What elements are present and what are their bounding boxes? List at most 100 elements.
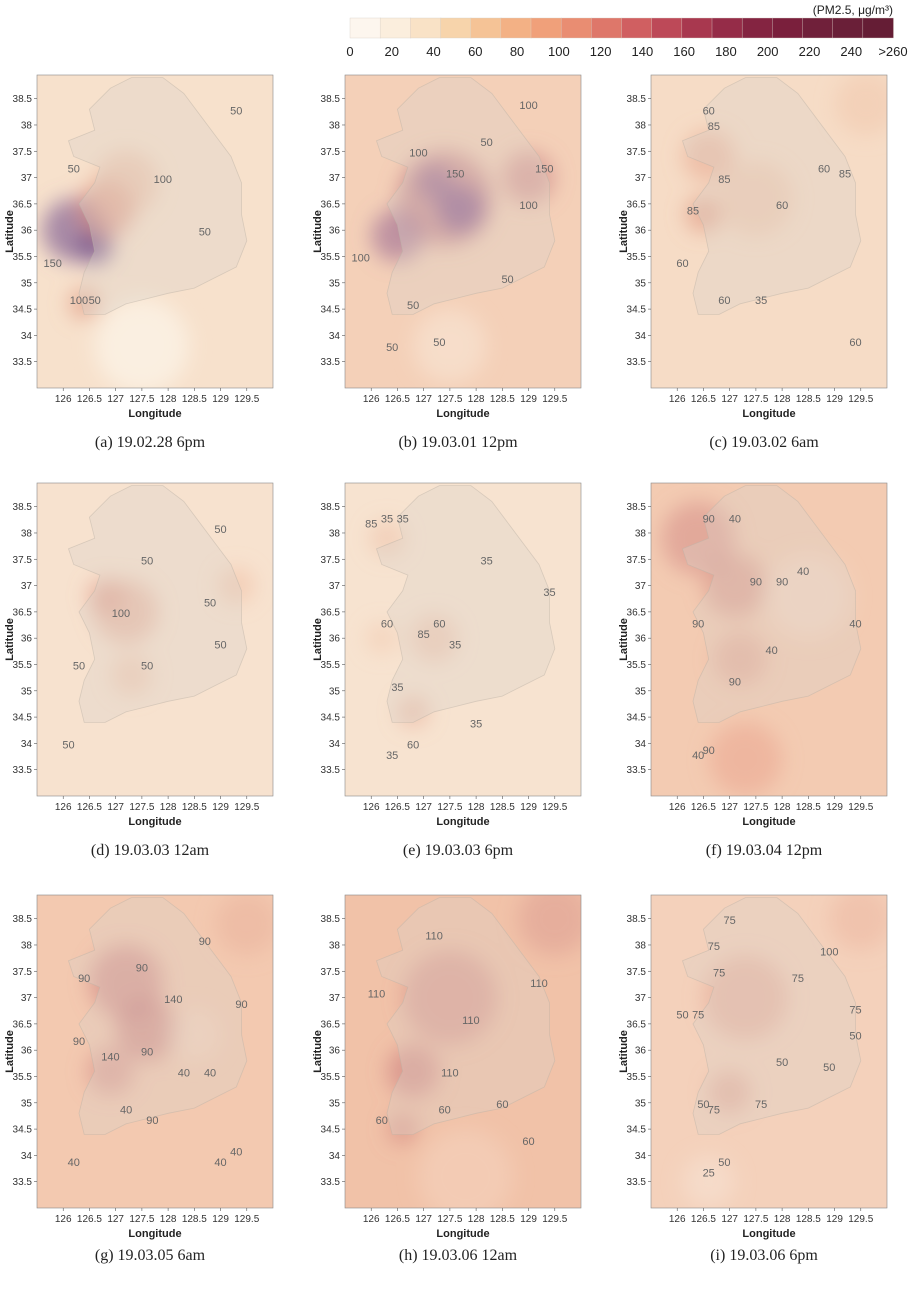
x-tick-label: 127 <box>721 802 738 813</box>
pollution-hotspot <box>168 1008 221 1061</box>
contour-label: 75 <box>849 1004 861 1016</box>
pollution-hotspot <box>682 130 735 183</box>
contour-label: 75 <box>713 968 725 980</box>
contour-label: 60 <box>381 619 393 631</box>
y-tick-label: 35.5 <box>627 1072 647 1083</box>
legend-tick-label: 220 <box>799 44 821 59</box>
contour-label: 50 <box>214 524 226 536</box>
y-tick-label: 37.5 <box>13 967 33 978</box>
contour-label: 60 <box>849 337 861 349</box>
y-tick-label: 33.5 <box>321 1177 341 1188</box>
y-tick-label: 37.5 <box>321 967 341 978</box>
x-tick-label: 127.5 <box>743 1214 768 1225</box>
map-frame <box>650 74 888 389</box>
x-axis-title: Longitude <box>436 1228 489 1240</box>
legend-tick-label: >260 <box>878 44 907 59</box>
x-tick-label: 129.5 <box>234 802 259 813</box>
x-tick-label: 128.5 <box>182 1214 207 1225</box>
x-tick-label: 129 <box>212 802 229 813</box>
contour-label: 35 <box>381 513 393 525</box>
map-panel-e: 85 35 35 35 35 60 60 85 35 35 35 60 35 126 126.5 127 127… <box>308 478 608 883</box>
y-axis-title: Latitude <box>312 210 324 253</box>
contour-label: 35 <box>543 587 555 599</box>
y-tick-label: 34.5 <box>13 713 33 724</box>
y-tick-label: 37.5 <box>13 147 33 158</box>
y-tick-label: 38 <box>635 528 647 539</box>
x-tick-label: 126 <box>55 1214 72 1225</box>
y-axis-title: Latitude <box>618 618 630 661</box>
legend-swatch <box>560 17 593 39</box>
y-tick-label: 37 <box>21 581 33 592</box>
x-tick-label: 127 <box>107 802 124 813</box>
y-tick-label: 36.5 <box>321 607 341 618</box>
x-tick-label: 126.5 <box>77 1214 102 1225</box>
x-tick-label: 126 <box>55 802 72 813</box>
x-tick-label: 129.5 <box>234 1214 259 1225</box>
x-tick-label: 129.5 <box>542 394 567 405</box>
y-tick-label: 34.5 <box>13 1125 33 1136</box>
x-axis-title: Longitude <box>742 1228 795 1240</box>
x-tick-label: 128 <box>160 802 177 813</box>
legend-swatch <box>772 17 804 39</box>
contour-label: 110 <box>368 989 386 1001</box>
pollution-hotspot <box>368 519 406 557</box>
x-tick-label: 126.5 <box>385 394 410 405</box>
x-tick-label: 127 <box>107 394 124 405</box>
y-tick-label: 35.5 <box>627 252 647 263</box>
pollution-hotspot <box>94 298 190 388</box>
contour-label: 90 <box>141 1046 153 1058</box>
x-tick-label: 127.5 <box>743 802 768 813</box>
y-tick-label: 33.5 <box>627 357 647 368</box>
map-svg: 90 90 90 140 90 90 140 90 40 40 40 90 40 40 40 126 126.5… <box>4 894 274 1240</box>
contour-label: 75 <box>792 973 804 985</box>
contour-label: 85 <box>687 205 699 217</box>
contour-label: 50 <box>73 661 85 673</box>
contour-label: 60 <box>818 163 830 175</box>
pollution-hotspot <box>708 1071 751 1114</box>
x-tick-label: 128.5 <box>182 394 207 405</box>
pollution-hotspot <box>436 185 484 233</box>
x-axis-title: Longitude <box>742 408 795 420</box>
y-tick-label: 34.5 <box>627 305 647 316</box>
y-tick-label: 34 <box>21 331 33 342</box>
x-tick-label: 127.5 <box>437 1214 462 1225</box>
caption-b: (b) 19.03.01 12pm <box>398 434 518 451</box>
y-tick-label: 36.5 <box>627 199 647 210</box>
legend-tick-label: 200 <box>757 44 779 59</box>
contour-label: 85 <box>708 121 720 133</box>
contour-label: 60 <box>376 1115 388 1127</box>
x-tick-label: 129 <box>826 802 843 813</box>
legend-swatch <box>500 17 532 39</box>
contour-label: 75 <box>692 1010 704 1022</box>
legend-swatch <box>530 17 562 39</box>
map-panel-a: 50 50 100 50 150 100 50 126 126.5 127 127.5 128 128.… <box>0 70 300 475</box>
y-tick-label: 37 <box>329 173 341 184</box>
y-tick-label: 38.5 <box>627 94 647 105</box>
contour-label: 50 <box>141 556 153 568</box>
y-tick-label: 36 <box>635 226 647 237</box>
contour-label: 50 <box>718 1157 730 1169</box>
x-tick-label: 126.5 <box>691 394 716 405</box>
legend-tick-label: 180 <box>715 44 737 59</box>
y-tick-label: 34 <box>635 739 647 750</box>
legend-swatch <box>681 17 713 39</box>
y-tick-label: 33.5 <box>321 765 341 776</box>
contour-label: 150 <box>535 163 553 175</box>
korean-peninsula-land <box>376 77 556 315</box>
y-tick-label: 34.5 <box>627 1125 647 1136</box>
caption-d: (d) 19.03.03 12am <box>90 842 210 859</box>
y-tick-label: 36 <box>635 1046 647 1057</box>
legend-swatch <box>440 17 472 39</box>
map-panel-h: 110 110 110 110 110 60 60 60 60 126 126.5 127 127.5 1… <box>308 890 608 1295</box>
y-tick-label: 35 <box>635 686 647 697</box>
y-tick-label: 36.5 <box>13 1019 33 1030</box>
y-tick-label: 34 <box>329 331 341 342</box>
x-tick-label: 126 <box>669 1214 686 1225</box>
x-tick-label: 129 <box>826 1214 843 1225</box>
pollution-hotspot <box>518 895 581 956</box>
x-tick-label: 128 <box>774 394 791 405</box>
x-tick-label: 129 <box>826 394 843 405</box>
x-tick-label: 126 <box>55 394 72 405</box>
